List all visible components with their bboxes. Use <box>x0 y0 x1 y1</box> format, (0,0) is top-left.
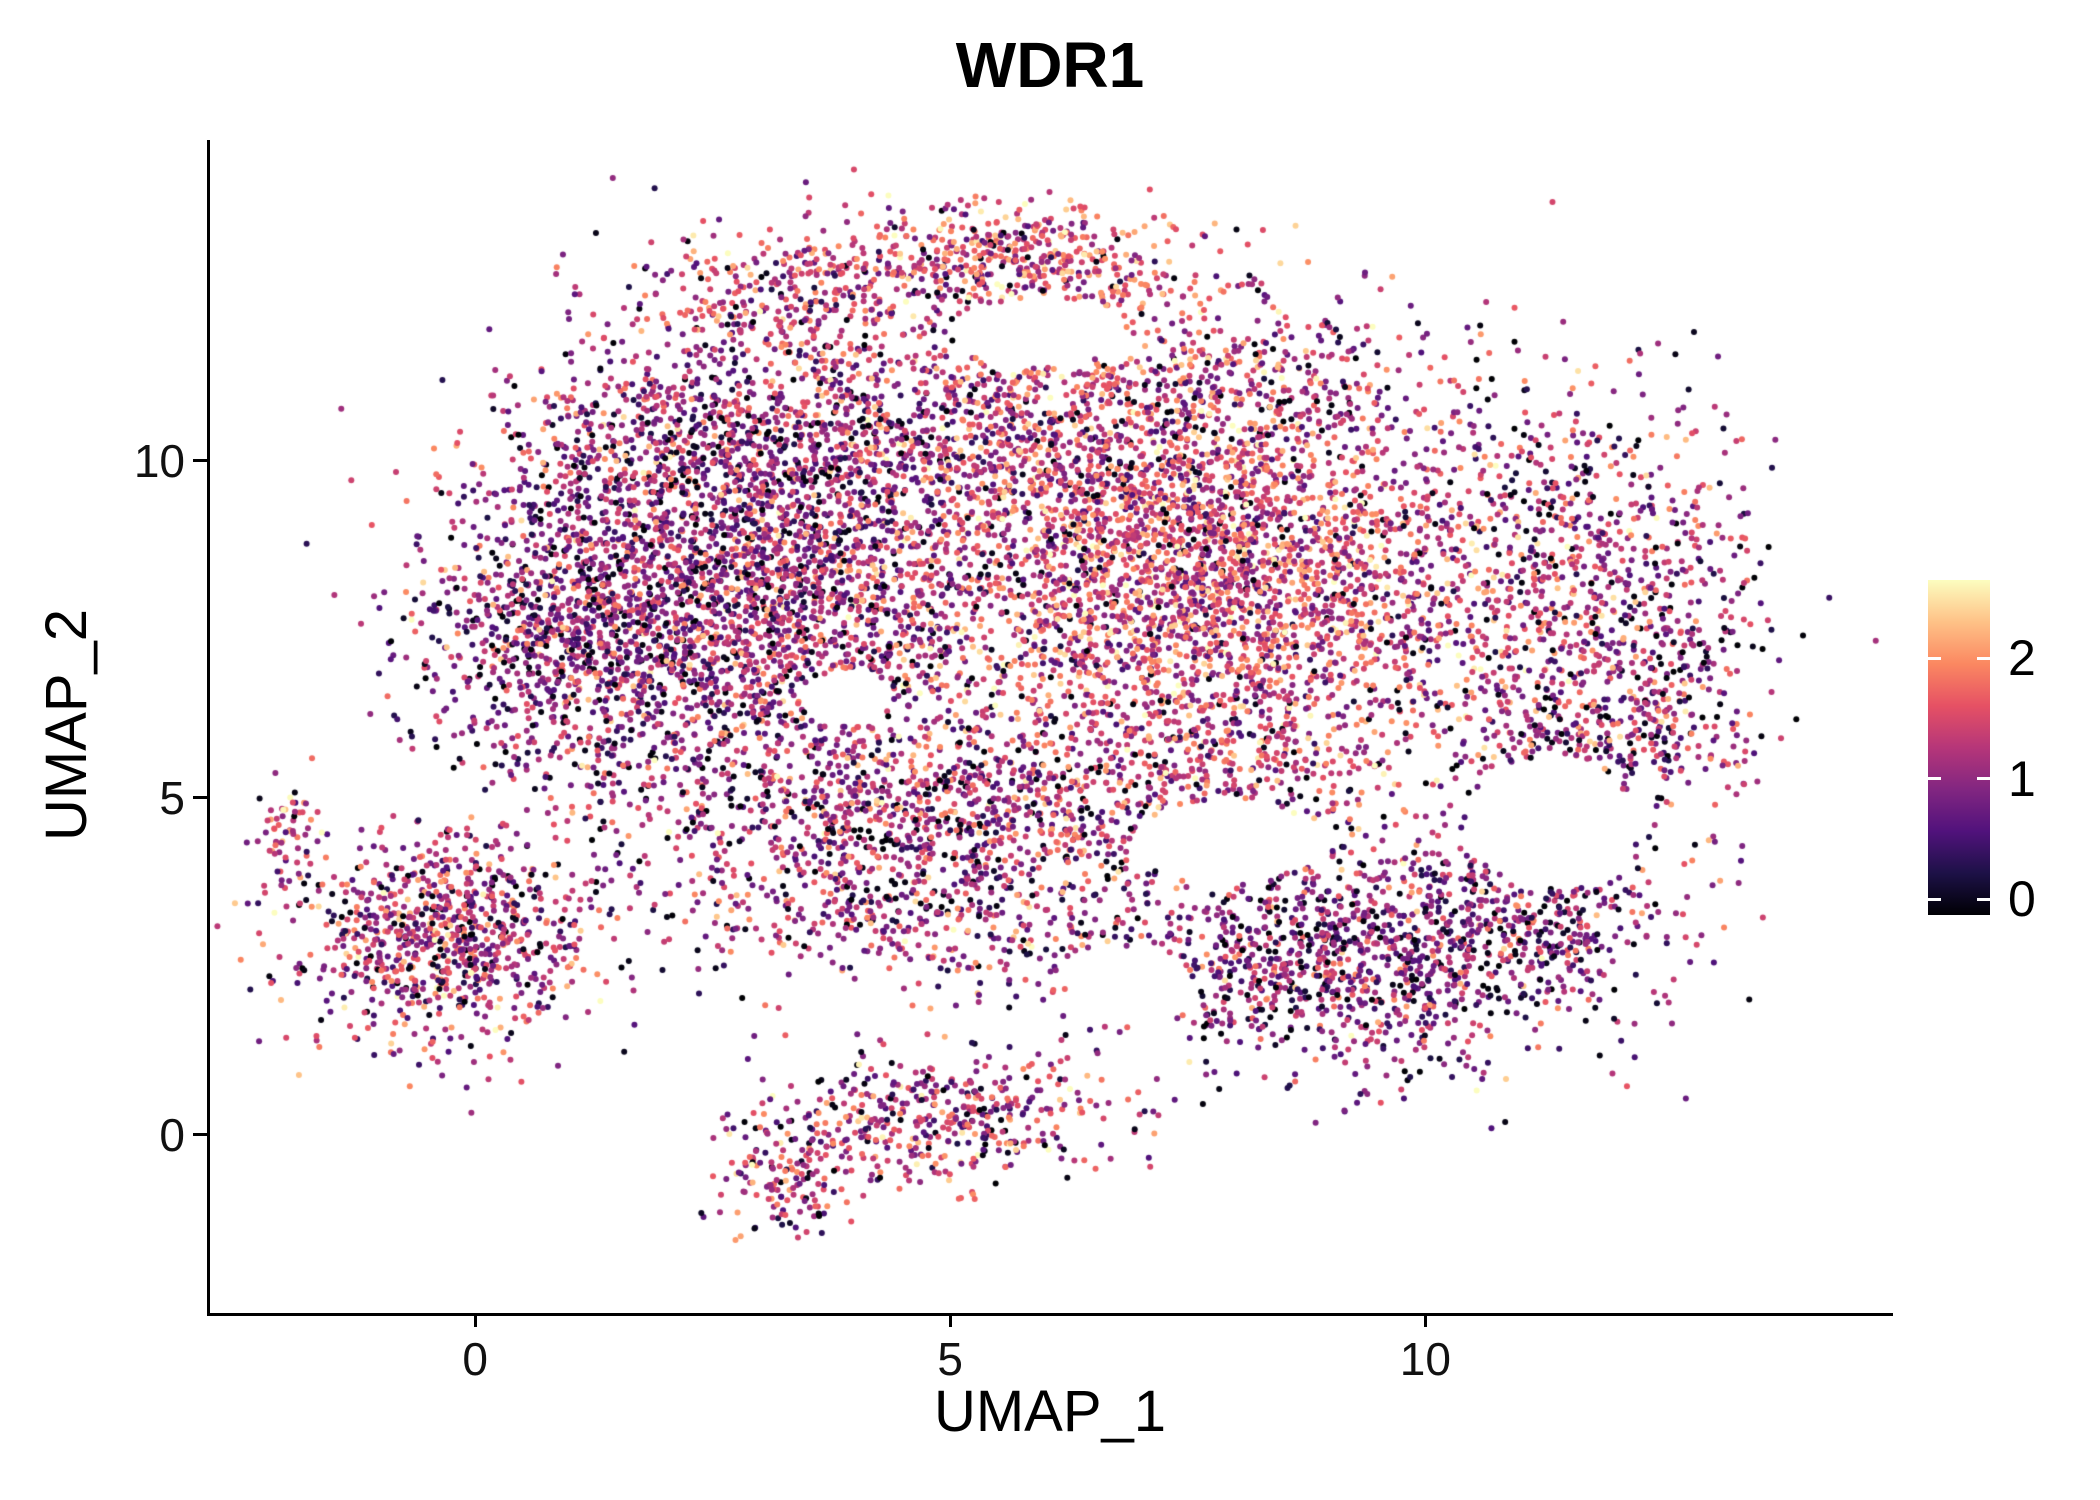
y-tick-label: 0 <box>159 1108 185 1161</box>
y-tick-mark <box>193 459 207 463</box>
x-tick-mark <box>1423 1313 1427 1327</box>
colorbar-tick-mark <box>1928 897 1941 901</box>
colorbar-tick-mark <box>1928 656 1941 660</box>
colorbar-tick-mark <box>1928 777 1941 781</box>
colorbar-tick-label: 0 <box>2008 871 2036 928</box>
colorbar-tick-label: 1 <box>2008 750 2036 807</box>
plot-title: WDR1 <box>955 29 1145 101</box>
x-tick-label: 0 <box>462 1333 488 1385</box>
x-tick-label: 5 <box>937 1333 964 1385</box>
y-tick-mark <box>193 796 207 800</box>
colorbar-tick-mark <box>1977 897 1990 901</box>
y-tick-label: 5 <box>159 771 185 824</box>
y-tick-label: 10 <box>133 434 185 487</box>
x-axis-title: UMAP_1 <box>933 1379 1167 1444</box>
colorbar-tick-mark <box>1977 777 1990 781</box>
x-tick-mark <box>473 1313 477 1327</box>
x-tick-label: 10 <box>1399 1333 1451 1385</box>
y-axis-title: UMAP_2 <box>34 608 99 842</box>
colorbar-tick-mark <box>1977 656 1990 660</box>
y-tick-mark <box>193 1133 207 1137</box>
colorbar-tick-label: 2 <box>2008 630 2036 687</box>
x-tick-mark <box>948 1313 952 1327</box>
colorbar-gradient <box>1928 580 1990 915</box>
umap-scatter-canvas <box>210 140 1890 1310</box>
